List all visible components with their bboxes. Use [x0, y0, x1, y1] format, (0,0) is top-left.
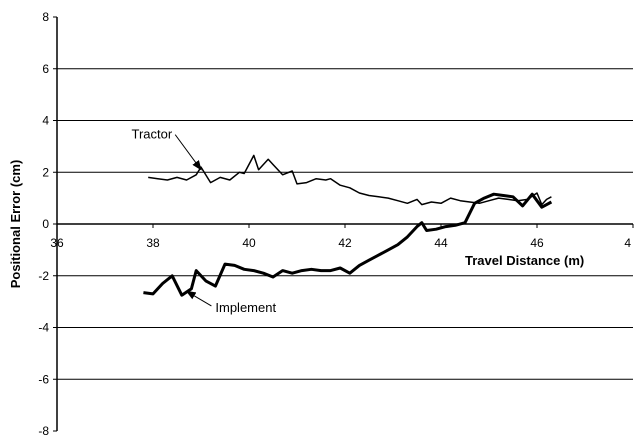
series-line-1 [143, 192, 553, 297]
y-tick-label-8: -8 [38, 424, 49, 435]
annotation-0: Tractor [131, 127, 172, 142]
y-tick-label-3: 2 [42, 165, 49, 179]
y-tick-label-6: -4 [38, 321, 49, 335]
annotations: Tractor Implement [131, 127, 276, 315]
series-line-0 [148, 154, 552, 206]
x-tick-label-5: 46 [530, 236, 544, 250]
x-tick-label-6: 4 [624, 236, 631, 250]
x-tick-label-4: 44 [434, 236, 448, 250]
annotation-1: Implement [215, 300, 276, 315]
y-tick-label-0: 8 [42, 10, 49, 24]
y-tick-label-4: 0 [42, 217, 49, 231]
x-tick-label-3: 42 [338, 236, 352, 250]
y-axis-title: Positional Error (cm) [8, 160, 23, 289]
x-tick-label-1: 38 [146, 236, 160, 250]
annotation-arrow-0 [174, 134, 202, 171]
y-tick-labels: 8 6 4 2 0 -2 -4 -6 -8 [38, 10, 49, 435]
axes [53, 16, 634, 432]
grid-lines [57, 68, 633, 380]
x-tick-label-2: 40 [242, 236, 256, 250]
y-tick-label-1: 6 [42, 62, 49, 76]
y-tick-label-5: -2 [38, 269, 49, 283]
series-lines [143, 154, 553, 297]
x-tick-label-0: 36 [50, 236, 64, 250]
x-tick-labels: 36 38 40 42 44 46 4 [50, 236, 631, 250]
annotation-arrow-1 [185, 290, 212, 307]
x-axis-title: Travel Distance (m) [465, 253, 584, 268]
y-tick-label-7: -6 [38, 372, 49, 386]
y-tick-label-2: 4 [42, 114, 49, 128]
